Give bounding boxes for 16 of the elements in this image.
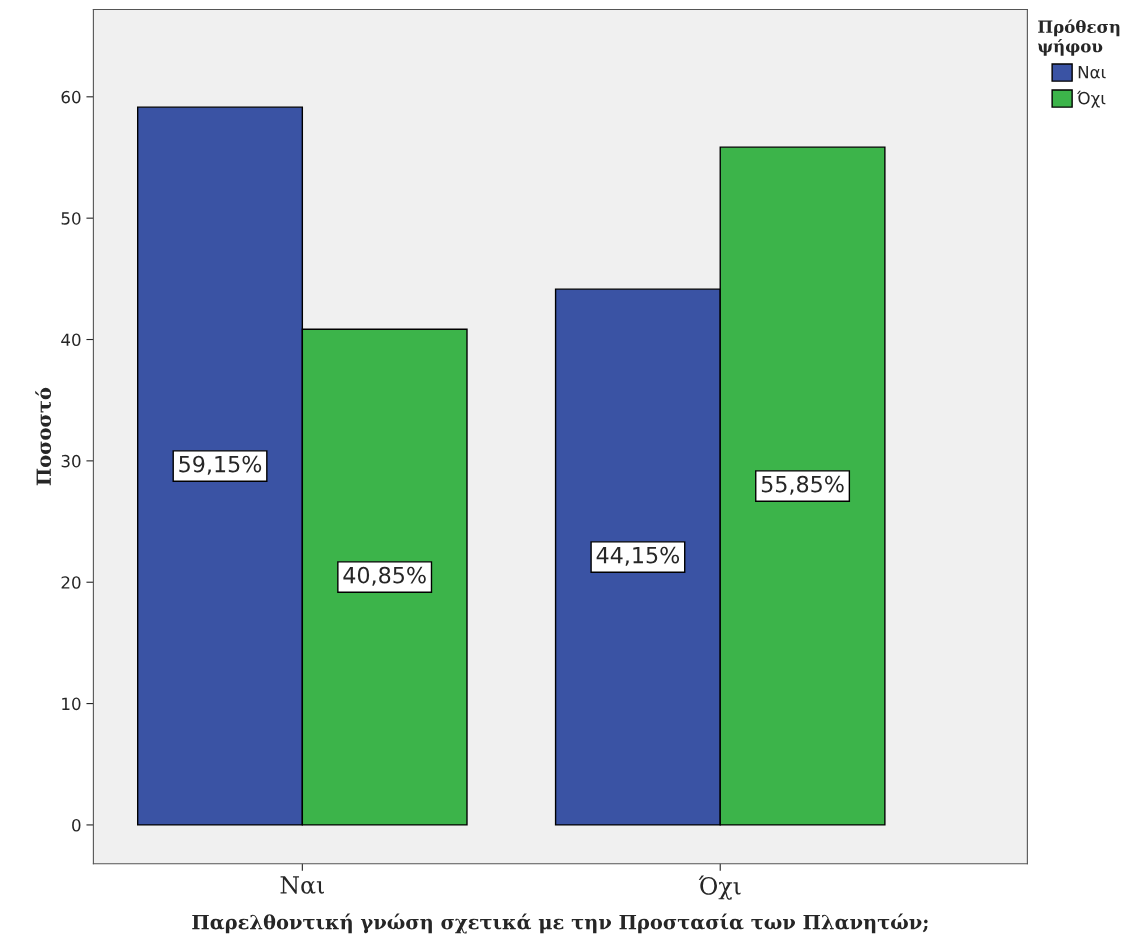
y-tick-label: 0: [72, 818, 81, 832]
y-tick-label: 40: [61, 333, 81, 347]
y-tick-label: 30: [61, 454, 81, 468]
y-tick-label: 20: [61, 576, 81, 589]
legend-title: Πρόθεση ψήφου: [1038, 19, 1120, 56]
data-label: 55,85%: [761, 475, 844, 495]
data-label: 44,15%: [596, 546, 680, 566]
legend-label: Όχι: [1077, 90, 1106, 108]
legend-label: Ναι: [1078, 66, 1106, 79]
y-tick-label: 60: [61, 90, 81, 104]
y-tick-label: 10: [62, 697, 81, 711]
data-label: 40,85%: [343, 566, 426, 586]
y-tick-label: 50: [61, 212, 81, 225]
y-axis-title: Ποσοστό: [35, 387, 52, 486]
data-label: 59,15%: [179, 455, 262, 475]
x-axis-title: Παρελθοντική γνώση σχετικά με την Προστασία των Πλανητών;: [192, 913, 928, 934]
